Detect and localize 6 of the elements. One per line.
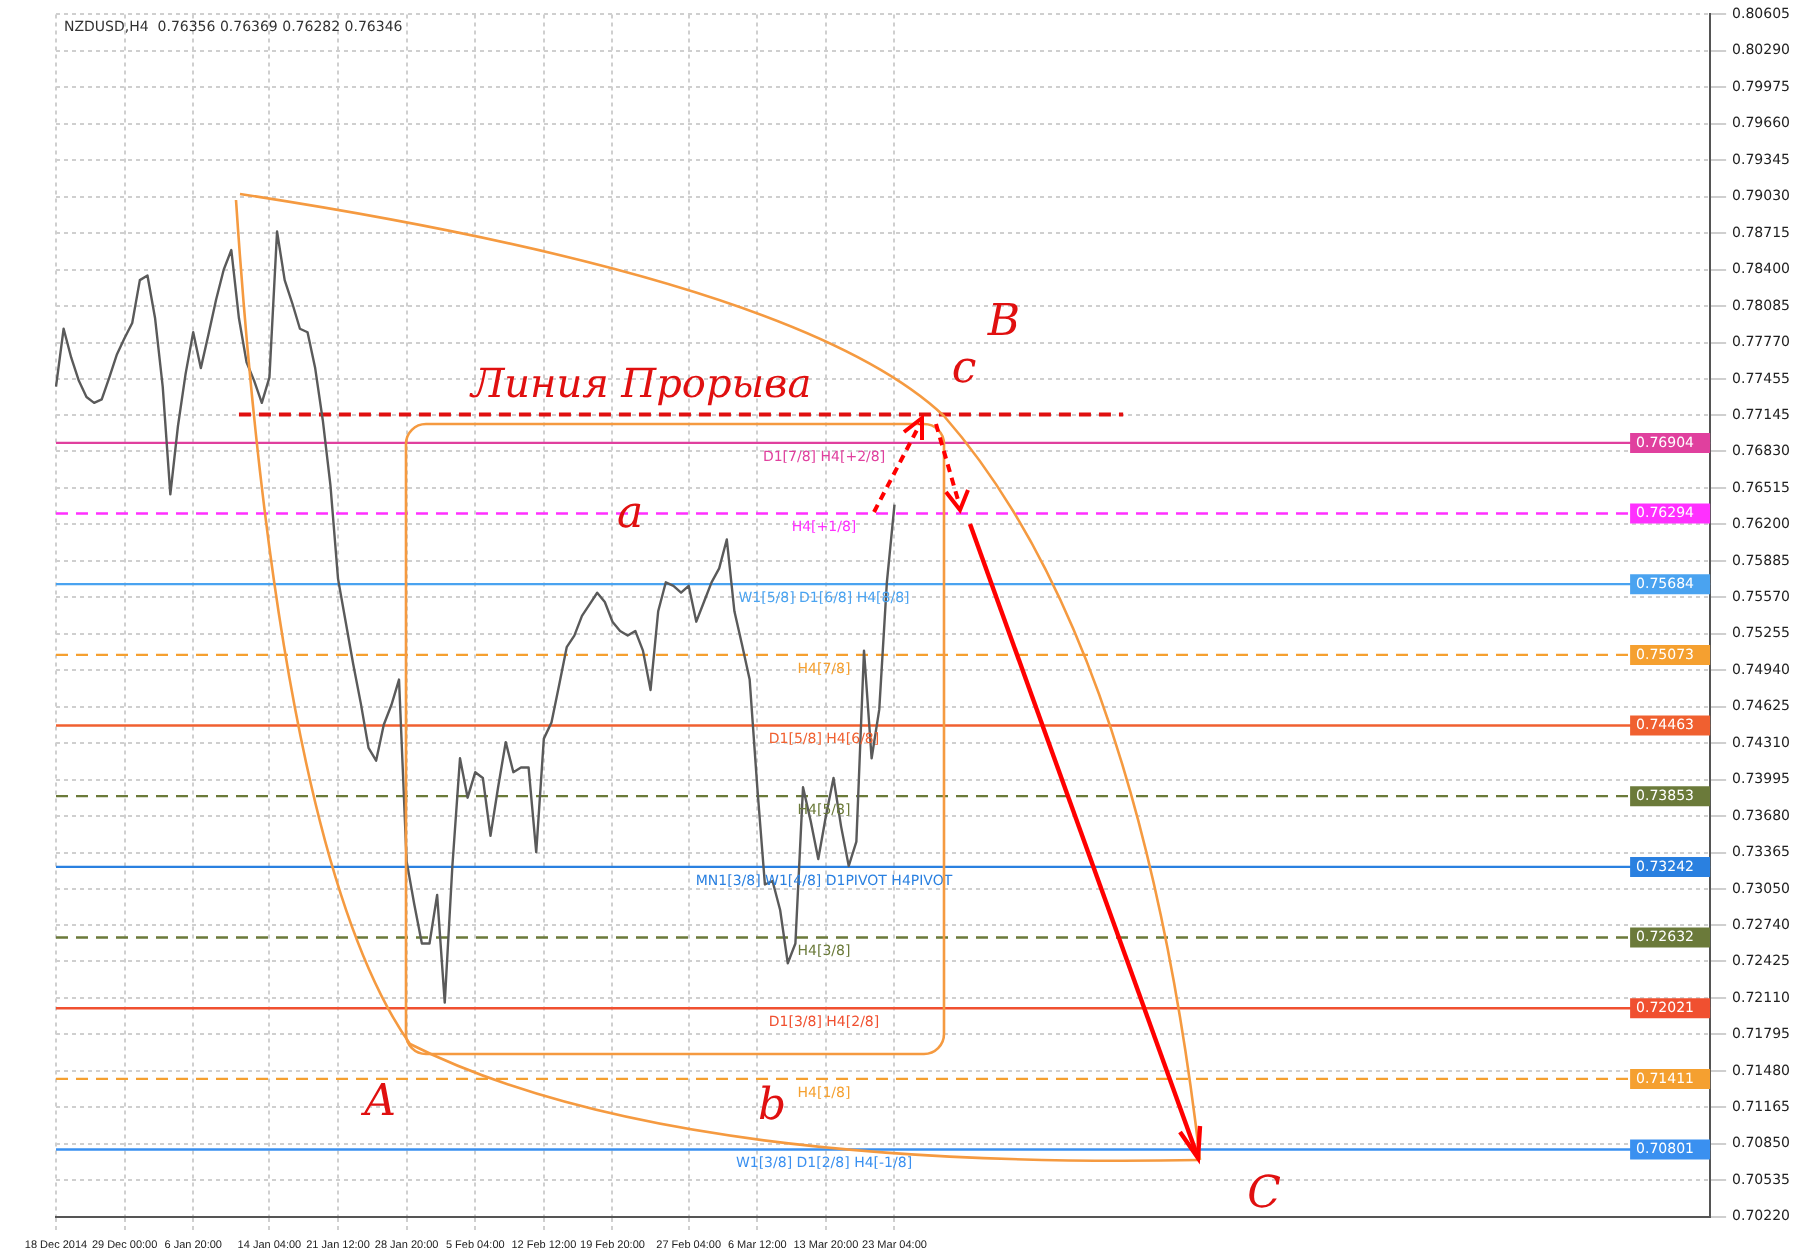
- series-label: Линия Прорыва: [468, 358, 812, 407]
- annotation: C: [1247, 1169, 1282, 1220]
- annotation: b: [757, 1081, 787, 1132]
- annotation: c: [951, 343, 977, 394]
- annotation: A: [360, 1077, 396, 1128]
- annotation: B: [985, 297, 1021, 348]
